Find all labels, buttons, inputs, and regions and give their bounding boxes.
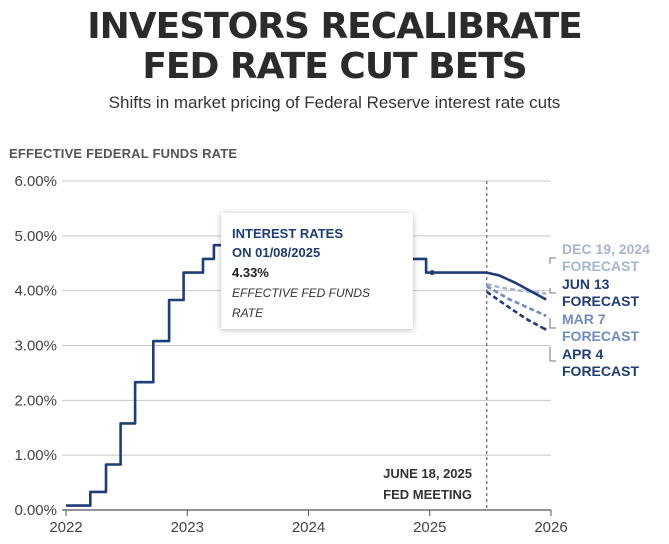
legend-jun13-line1: JUN 13 (562, 276, 610, 292)
series-line-4 (485, 290, 546, 331)
callout-description-line1: EFFECTIVE FED FUNDS (232, 286, 371, 300)
series-line-3 (486, 285, 546, 317)
y-tick-label: 2.00% (14, 392, 57, 409)
legend-jun13-line2: FORECAST (562, 293, 639, 309)
legend-jun13-forecast: JUN 13 FORECAST (562, 276, 639, 310)
x-tick-label: 2024 (292, 519, 325, 536)
forecast-end-point-0 (543, 291, 547, 295)
forecast-end-point-1 (543, 297, 547, 301)
legend-mar7-line2: FORECAST (562, 328, 639, 344)
series-line-1 (486, 282, 546, 295)
y-axis-title: EFFECTIVE FEDERAL FUNDS RATE (9, 146, 238, 161)
legend-dec19-line2: FORECAST (562, 258, 639, 274)
legend-dec19-forecast: DEC 19, 2024 FORECAST (562, 241, 650, 275)
y-tick-label: 1.00% (14, 447, 57, 464)
series-line-2 (486, 271, 546, 301)
x-tick-label: 2025 (413, 519, 446, 536)
x-tick-label: 2023 (171, 519, 204, 536)
legend-dec19-line1: DEC 19, 2024 (562, 241, 650, 257)
x-tick-label: 2026 (534, 519, 567, 536)
y-tick-label: 6.00% (14, 173, 57, 190)
forecast-end-point-3 (543, 327, 547, 331)
fed-meeting-label-line2: FED MEETING (383, 487, 472, 502)
forecast-end-point-2 (543, 313, 547, 317)
callout-description-line2: RATE (232, 306, 264, 320)
chart-subtitle: Shifts in market pricing of Federal Rese… (108, 93, 561, 112)
callout-point (429, 270, 435, 276)
fed-meeting-label-line1: JUNE 18, 2025 (383, 466, 472, 481)
y-tick-label: 3.00% (14, 338, 57, 355)
legend-mar7-line1: MAR 7 (562, 311, 606, 327)
legend-leader-line-1 (549, 288, 556, 294)
y-tick-label: 5.00% (14, 228, 57, 245)
legend-apr4-line2: FORECAST (562, 363, 639, 379)
callout-title-line1: INTEREST RATES (232, 226, 343, 241)
callout-title-line2: ON 01/08/2025 (232, 245, 321, 260)
legend-leader-line-3 (549, 347, 556, 362)
legend-leader-line-2 (549, 318, 556, 329)
y-tick-label: 0.00% (14, 502, 57, 519)
legend-leader-line-0 (549, 257, 556, 264)
chart-title-line1: INVESTORS RECALIBRATE (87, 6, 583, 47)
x-tick-label: 2022 (49, 519, 82, 536)
chart-title-line2: FED RATE CUT BETS (142, 46, 527, 87)
legend-mar7-forecast: MAR 7 FORECAST (562, 311, 639, 345)
callout-value: 4.33% (232, 265, 269, 280)
y-tick-label: 4.00% (14, 283, 57, 300)
legend-apr4-line1: APR 4 (562, 346, 604, 362)
legend-apr4-forecast: APR 4 FORECAST (562, 346, 639, 380)
tooltip-callout: INTEREST RATES ON 01/08/2025 4.33% EFFEC… (221, 213, 413, 329)
